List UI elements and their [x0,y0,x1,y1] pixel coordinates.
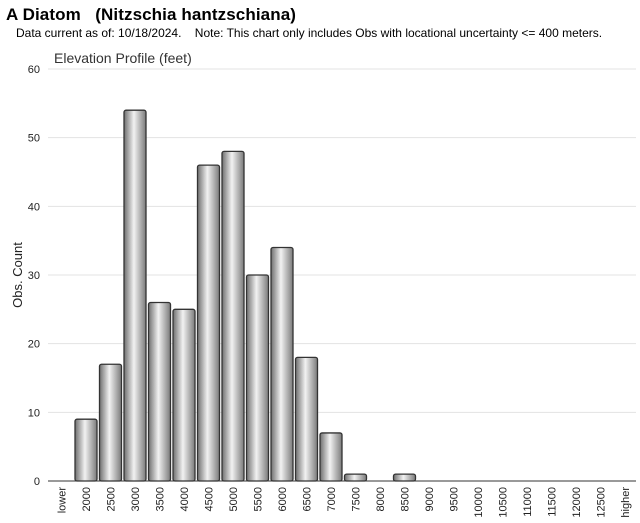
x-tick-label: lower [57,487,69,514]
bar-2500 [98,363,123,482]
x-tick-label: 7500 [351,487,363,511]
x-tick-label: higher [620,487,632,518]
x-tick-label: 6500 [302,487,314,511]
bar-6500 [294,356,319,482]
x-tick-label: 8000 [375,487,387,511]
x-tick-labels: lower 2000 2500 3000 3500 4000 4500 5000 5500 600… [57,487,633,518]
y-tick-label: 40 [28,201,40,213]
bar-2000 [74,418,98,482]
bar-5000 [221,150,245,482]
y-axis-label: Obs. Count [10,242,25,308]
x-tick-label: 4500 [204,487,216,511]
bar-7500 [343,473,368,482]
y-tick-label: 0 [34,476,40,488]
x-tick-label: 12000 [571,487,583,518]
data-note: Data current as of: 10/18/2024. Note: Th… [16,26,603,40]
bar-4000 [172,308,196,482]
x-tick-label: 9500 [449,487,461,511]
x-tick-label: 4000 [179,487,191,511]
y-tick-label: 10 [28,407,40,419]
bar-6000 [270,246,294,482]
x-tick-label: 11000 [522,487,534,517]
bar-7000 [319,432,343,482]
x-tick-label: 8500 [400,487,412,511]
chart-title: Elevation Profile (feet) [54,50,192,66]
x-tick-label: 2000 [81,487,93,511]
x-tick-label: 11500 [547,487,559,517]
y-tick-label: 20 [28,339,40,351]
bar-4500 [196,164,221,482]
bar-8500 [392,473,417,482]
y-tick-label: 60 [28,64,40,76]
x-tick-label: 7000 [326,487,338,511]
x-tick-label: 3500 [155,487,167,511]
y-tick-label: 50 [28,133,40,145]
x-tick-label: 10000 [473,487,485,518]
bars [74,109,417,482]
x-tick-label: 5000 [228,487,240,511]
x-tick-label: 5500 [253,487,265,511]
y-tick-label: 30 [28,270,40,282]
x-tick-label: 9000 [424,487,436,511]
bar-3500 [147,301,172,482]
x-tick-label: 10500 [498,487,510,518]
bar-5500 [245,274,270,482]
x-tick-label: 12500 [596,487,608,518]
y-tick-labels: 0 10 20 30 40 50 60 [28,64,40,488]
bar-3000 [123,109,147,482]
x-tick-label: 6000 [277,487,289,511]
page-title: A Diatom (Nitzschia hantzschiana) [6,5,297,24]
x-tick-label: 2500 [106,487,118,511]
x-tick-label: 3000 [130,487,142,511]
